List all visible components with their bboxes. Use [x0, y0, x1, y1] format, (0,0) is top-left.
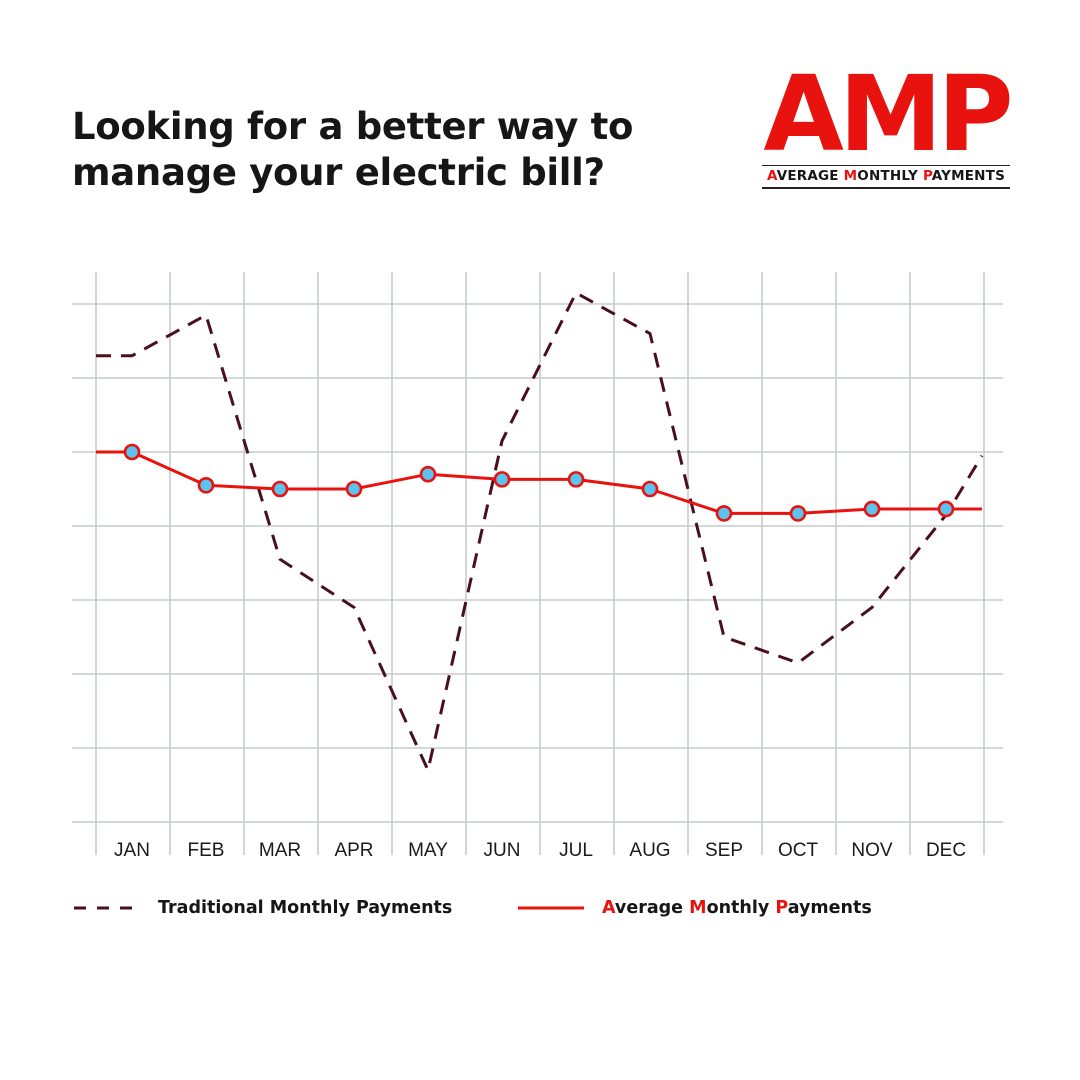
- logo-tagline: AVERAGE MONTHLY PAYMENTS: [762, 168, 1010, 184]
- x-tick-label: JAN: [114, 840, 150, 861]
- data-point-marker: [937, 500, 955, 518]
- x-tick-label: MAY: [408, 840, 448, 861]
- average-series: [96, 443, 982, 522]
- legend-label-traditional: Traditional Monthly Payments: [158, 898, 453, 918]
- data-point-marker: [715, 505, 733, 522]
- legend-item-average: Average Monthly Payments: [518, 898, 872, 918]
- text-segment: AYMENTS: [931, 168, 1006, 184]
- x-tick-label: AUG: [629, 840, 670, 861]
- data-point-marker: [271, 480, 289, 498]
- x-tick-label: OCT: [778, 840, 819, 861]
- data-point-marker: [789, 505, 807, 522]
- headline-line-1: Looking for a better way to: [72, 105, 634, 148]
- x-tick-label: NOV: [851, 840, 893, 861]
- x-tick-label: JUL: [559, 840, 593, 861]
- logo-rule-top: [762, 165, 1010, 166]
- legend-label-average: Average Monthly Payments: [602, 898, 872, 918]
- x-tick-label: APR: [334, 840, 373, 861]
- series-line: [96, 450, 982, 515]
- logo-mark: AMP: [763, 53, 1013, 175]
- text-segment: VERAGE: [776, 168, 844, 184]
- text-segment: verage: [614, 898, 690, 918]
- headline-line-2: manage your electric bill?: [72, 151, 605, 194]
- x-tick-label: DEC: [926, 840, 966, 861]
- accent-letter: P: [775, 898, 788, 918]
- text-segment: ONTHLY: [857, 168, 923, 184]
- x-axis-labels: JAN FEB MAR APR MAY JUN JUL AUG SEP OCT NOV DEC: [114, 840, 966, 861]
- legend-item-traditional: Traditional Monthly Payments: [72, 898, 452, 918]
- series-line: [96, 291, 984, 772]
- accent-letter: M: [843, 168, 858, 184]
- x-tick-label: MAR: [259, 840, 301, 861]
- accent-letter: M: [689, 898, 707, 918]
- data-point-marker: [567, 471, 585, 488]
- chart-grid: [72, 272, 1003, 855]
- traditional-series: [96, 291, 984, 772]
- text-segment: ayments: [787, 898, 872, 918]
- accent-letter: A: [766, 168, 777, 184]
- x-tick-label: JUN: [484, 840, 521, 861]
- data-point-marker: [419, 465, 437, 483]
- data-point-marker: [863, 500, 881, 518]
- data-point-marker: [493, 471, 511, 488]
- data-point-marker: [641, 480, 659, 498]
- x-tick-label: FEB: [188, 840, 225, 861]
- headline: Looking for a better way to manage your …: [72, 104, 712, 196]
- data-point-marker: [345, 480, 363, 498]
- accent-letter: A: [602, 898, 615, 918]
- legend-swatch-solid: [518, 906, 584, 910]
- amp-logo: AMP AVERAGE MONTHLY PAYMENTS: [762, 53, 1014, 189]
- logo-rule-bottom: [762, 187, 1010, 189]
- text-segment: onthly: [706, 898, 776, 918]
- data-point-marker: [197, 476, 215, 494]
- x-tick-label: SEP: [705, 840, 743, 861]
- data-point-marker: [123, 443, 141, 461]
- legend-swatch-dashed: [74, 906, 140, 910]
- accent-letter: P: [922, 168, 932, 184]
